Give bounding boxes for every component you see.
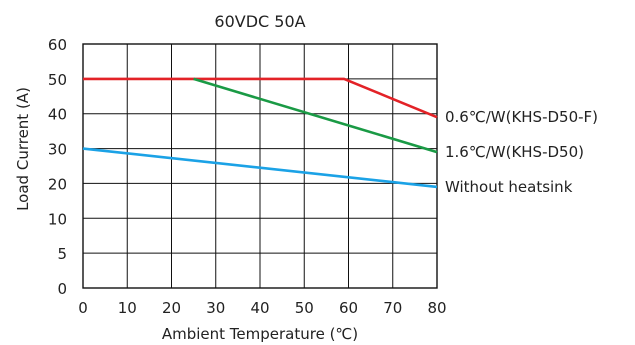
x-tick-label: 30 [206,299,225,317]
x-tick-label: 40 [250,299,269,317]
y-tick-label: 20 [48,175,67,193]
series-line-1 [83,77,438,119]
y-tick-label: 40 [48,106,67,124]
y-axis-label: Load Current (A) [14,87,32,211]
tick-labels: 0 10 20 30 40 50 60 70 80 0 5 10 20 30 40 50 60 [48,36,447,317]
y-tick-label: 0 [57,280,67,298]
x-tick-label: 20 [162,299,181,317]
series-line-2 [193,77,438,154]
x-tick-label: 60 [339,299,358,317]
series-label-3: Without heatsink [445,178,573,196]
series-labels: 0.6℃/W(KHS-D50-F) 1.6℃/W(KHS-D50) Without … [445,108,598,196]
series-label-2: 1.6℃/W(KHS-D50) [445,143,584,161]
y-tick-label: 30 [48,141,67,159]
x-tick-label: 50 [295,299,314,317]
y-tick-label: 60 [48,36,67,54]
x-tick-label: 70 [383,299,402,317]
y-tick-label: 50 [48,71,67,89]
series-label-1: 0.6℃/W(KHS-D50-F) [445,108,598,126]
y-tick-label: 10 [48,210,67,228]
y-tick-label: 5 [57,245,67,263]
grid [82,43,438,289]
series-line-3 [82,147,438,189]
x-axis-label: Ambient Temperature (℃) [162,325,358,343]
x-tick-label: 10 [118,299,137,317]
x-tick-label: 80 [427,299,446,317]
plot-frame [82,43,438,289]
x-tick-label: 0 [78,299,88,317]
chart-title: 60VDC 50A [214,12,305,31]
series-lines [82,77,438,189]
